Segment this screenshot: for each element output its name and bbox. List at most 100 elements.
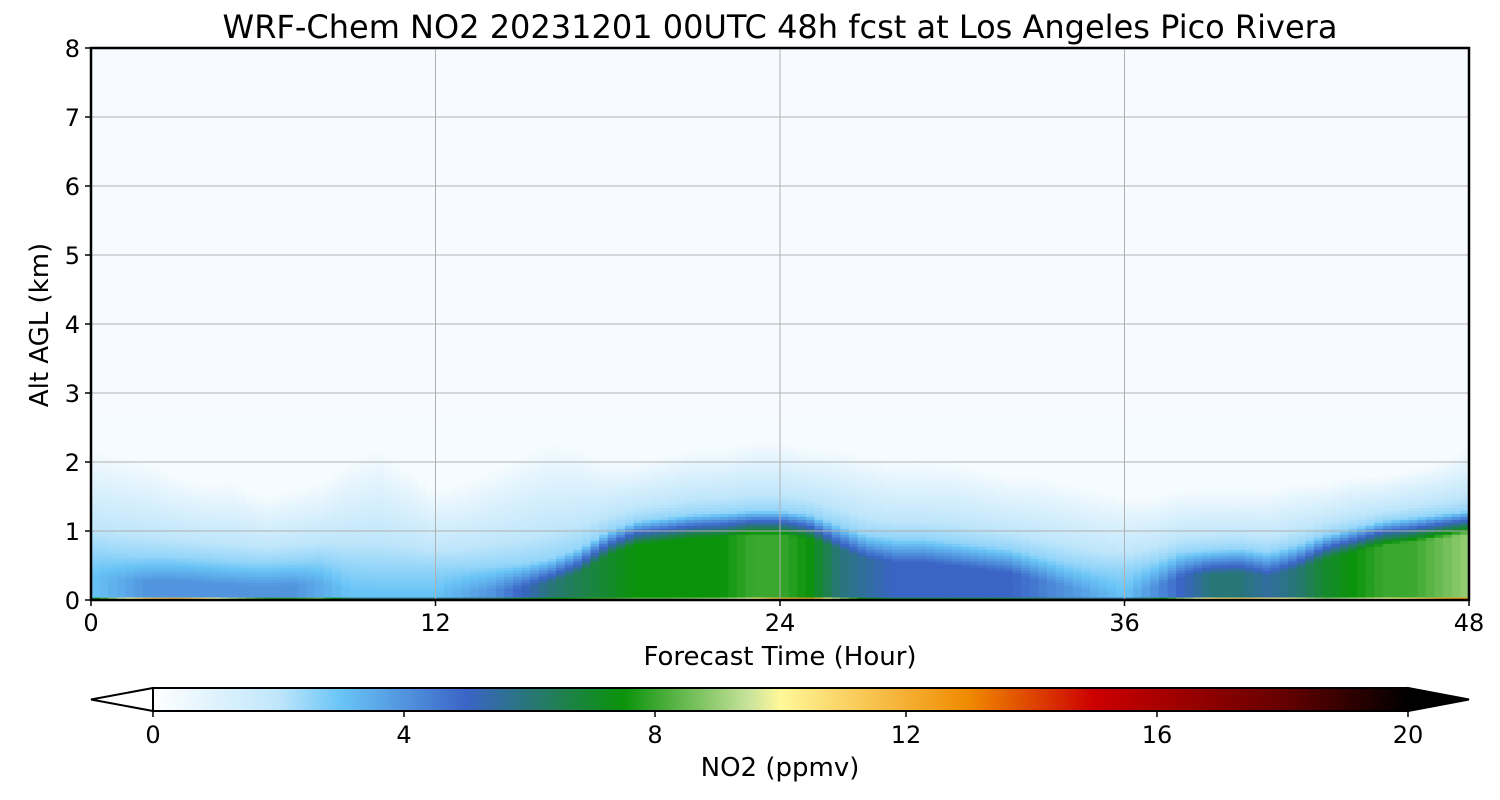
heatmap-cell (159, 474, 170, 479)
heatmap-cell (340, 510, 350, 514)
heatmap-cell (719, 420, 729, 425)
heatmap-cell (202, 441, 213, 446)
heatmap-cell (246, 570, 256, 574)
heatmap-cell (314, 591, 325, 595)
heatmap-cell (185, 525, 195, 529)
heatmap-cell (289, 594, 299, 598)
heatmap-cell (297, 531, 307, 535)
heatmap-cell (194, 441, 204, 446)
heatmap-cell (185, 588, 195, 592)
heatmap-cell (271, 447, 282, 452)
heatmap-cell (220, 429, 230, 434)
heatmap-cell (108, 582, 118, 586)
heatmap-cell (134, 570, 144, 574)
heatmap-cell (211, 468, 221, 473)
heatmap-cell (297, 432, 307, 437)
heatmap-cell (228, 516, 239, 520)
heatmap-cell (159, 465, 170, 470)
heatmap-cell (323, 567, 333, 571)
heatmap-cell (151, 432, 161, 437)
heatmap-cell (116, 525, 127, 529)
heatmap-cell (151, 474, 161, 479)
heatmap-cell (271, 450, 282, 455)
heatmap-cell (314, 564, 325, 568)
heatmap-cell (159, 555, 170, 559)
heatmap-cell (125, 441, 135, 446)
heatmap-cell (297, 576, 307, 580)
heatmap-cell (271, 576, 282, 580)
heatmap-cell (211, 444, 221, 449)
heatmap-cell (220, 471, 230, 476)
heatmap-cell (788, 420, 798, 425)
heatmap-cell (220, 516, 230, 520)
heatmap-cell (91, 495, 101, 499)
heatmap-cell (297, 504, 307, 508)
heatmap-cell (357, 507, 368, 511)
heatmap-cell (246, 573, 256, 577)
heatmap-cell (357, 546, 368, 550)
heatmap-cell (194, 450, 204, 455)
heatmap-cell (246, 588, 256, 592)
heatmap-cell (332, 549, 342, 553)
heatmap-cell (289, 549, 299, 553)
heatmap-cell (142, 450, 152, 455)
heatmap-cell (357, 579, 368, 583)
heatmap-cell (194, 591, 204, 595)
heatmap-cell (151, 525, 161, 529)
heatmap-cell (202, 543, 213, 547)
heatmap-cell (349, 420, 359, 425)
heatmap-cell (91, 420, 101, 425)
heatmap-cell (108, 537, 118, 541)
heatmap-cell (306, 510, 316, 514)
heatmap-cell (142, 537, 152, 541)
heatmap-cell (263, 471, 273, 476)
heatmap-cell (246, 549, 256, 553)
heatmap-cell (99, 459, 109, 464)
heatmap-cell (685, 420, 695, 425)
heatmap-cell (263, 444, 273, 449)
heatmap-cell (357, 462, 368, 467)
heatmap-cell (297, 513, 307, 517)
heatmap-cell (254, 468, 264, 473)
heatmap-cell (159, 570, 170, 574)
heatmap-cell (228, 501, 239, 505)
heatmap-cell (237, 516, 247, 520)
heatmap-cell (142, 588, 152, 592)
heatmap-cell (91, 561, 101, 565)
heatmap-cell (220, 522, 230, 526)
heatmap-cell (254, 534, 264, 538)
heatmap-cell (142, 552, 152, 556)
heatmap-cell (228, 510, 239, 514)
heatmap-cell (271, 483, 282, 487)
heatmap-cell (220, 492, 230, 496)
heatmap-cell (349, 594, 359, 598)
heatmap-cell (228, 540, 239, 544)
heatmap-cell (289, 462, 299, 467)
heatmap-cell (340, 579, 350, 583)
heatmap-cell (263, 456, 273, 461)
heatmap-cell (314, 450, 325, 455)
heatmap-cell (349, 597, 359, 600)
heatmap-cell (211, 438, 221, 443)
heatmap-cell (366, 561, 376, 565)
heatmap-cell (314, 495, 325, 499)
heatmap-cell (349, 588, 359, 592)
heatmap-cell (271, 573, 282, 577)
heatmap-cell (151, 588, 161, 592)
heatmap-cell (91, 516, 101, 520)
heatmap-cell (306, 507, 316, 511)
heatmap-cell (237, 471, 247, 476)
heatmap-cell (349, 585, 359, 589)
heatmap-cell (99, 528, 109, 532)
heatmap-cell (185, 564, 195, 568)
heatmap-cell (194, 483, 204, 487)
heatmap-cell (202, 501, 213, 505)
heatmap-cell (280, 423, 290, 428)
heatmap-cell (159, 489, 170, 493)
heatmap-cell (202, 423, 213, 428)
heatmap-cell (357, 576, 368, 580)
heatmap-cell (280, 573, 290, 577)
heatmap-cell (289, 510, 299, 514)
heatmap-cell (177, 423, 187, 428)
heatmap-cell (125, 567, 135, 571)
